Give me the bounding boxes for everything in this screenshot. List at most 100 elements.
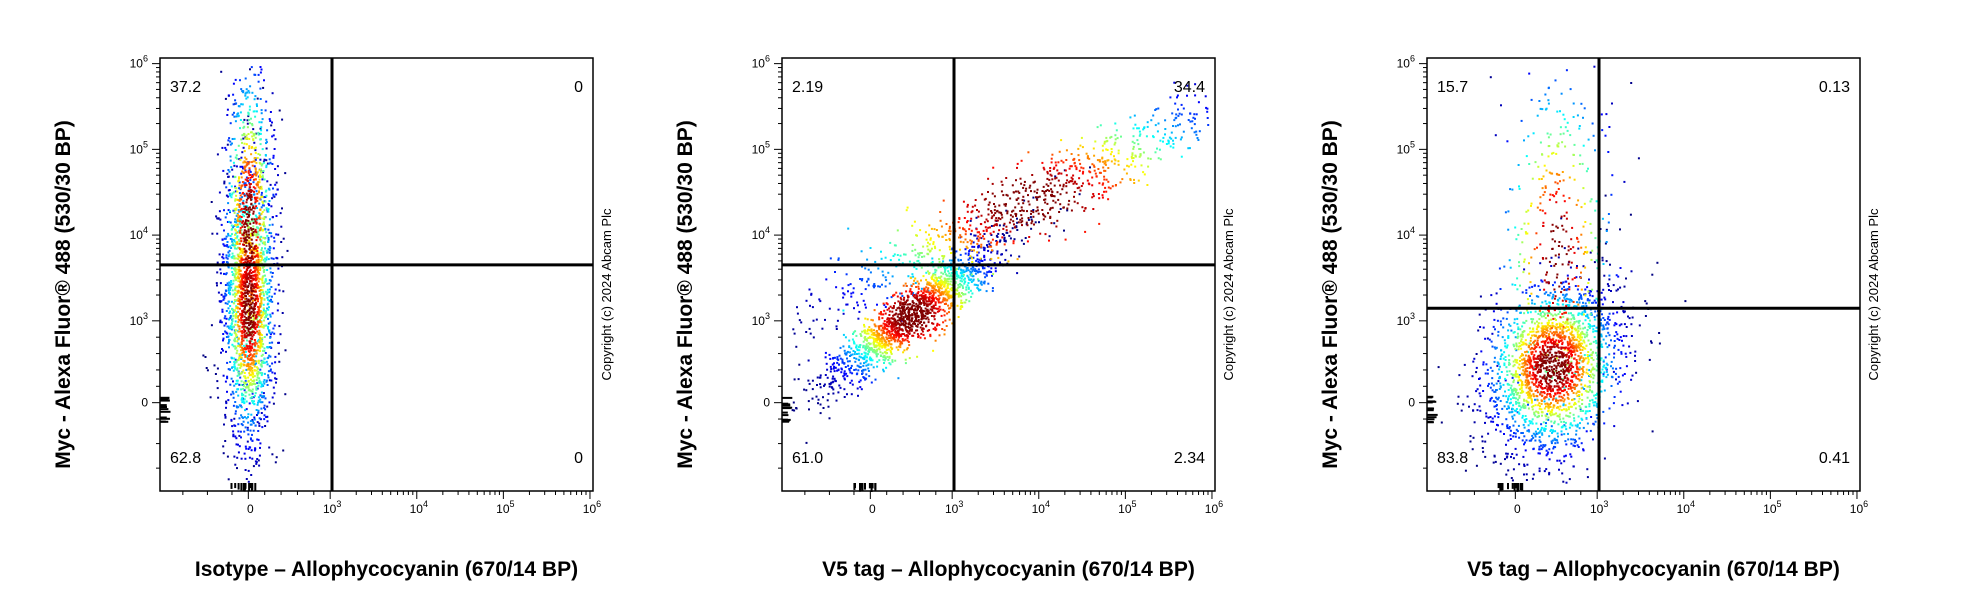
data-point — [229, 245, 232, 248]
data-point — [867, 337, 870, 339]
data-point — [1030, 212, 1032, 215]
data-point — [247, 385, 250, 388]
data-point — [927, 296, 930, 299]
data-point — [1049, 208, 1052, 211]
data-point — [275, 215, 278, 217]
data-point — [1008, 221, 1011, 224]
data-point — [922, 245, 925, 248]
data-point — [833, 365, 836, 368]
data-point — [946, 278, 949, 280]
data-point — [893, 293, 896, 296]
data-point — [913, 322, 916, 325]
data-point — [1053, 195, 1056, 198]
data-point — [969, 255, 972, 258]
data-point — [936, 290, 939, 293]
data-point — [1013, 238, 1016, 241]
data-point — [983, 233, 986, 235]
data-point — [244, 178, 247, 181]
data-point — [234, 289, 237, 292]
data-point — [932, 243, 935, 245]
data-point — [1091, 184, 1094, 187]
data-point — [841, 287, 844, 290]
data-point — [224, 315, 227, 318]
data-point — [247, 321, 250, 324]
data-point — [958, 286, 961, 288]
data-point — [224, 284, 227, 286]
data-point — [275, 381, 277, 384]
data-point — [270, 379, 273, 382]
data-point — [255, 462, 258, 465]
data-point — [1110, 148, 1113, 150]
data-point — [888, 314, 891, 316]
data-point — [226, 282, 229, 285]
data-point — [921, 297, 924, 299]
data-point — [239, 344, 242, 347]
data-point — [230, 196, 233, 199]
data-point — [256, 157, 259, 159]
data-point — [948, 237, 951, 240]
data-point — [266, 291, 269, 294]
data-point — [883, 304, 886, 306]
data-point — [991, 238, 994, 241]
data-point — [888, 340, 891, 343]
data-point — [275, 378, 278, 380]
data-point — [914, 277, 917, 280]
data-point — [251, 338, 254, 341]
data-point — [1114, 138, 1117, 141]
data-point — [1143, 173, 1146, 176]
data-point — [1114, 134, 1117, 137]
data-point — [271, 216, 274, 219]
data-point — [900, 292, 903, 295]
data-point — [800, 321, 803, 324]
data-point — [900, 317, 903, 320]
data-point — [257, 409, 260, 412]
data-point — [240, 156, 243, 159]
data-point — [1097, 193, 1100, 195]
data-point — [962, 227, 964, 230]
data-point — [1092, 208, 1095, 210]
data-point — [1167, 142, 1170, 145]
data-point — [251, 375, 254, 378]
data-point — [247, 112, 250, 115]
data-point — [933, 285, 936, 288]
data-point — [249, 423, 252, 426]
data-point — [1180, 136, 1183, 139]
data-point — [821, 327, 824, 330]
data-point — [271, 371, 274, 374]
data-point — [874, 339, 877, 341]
data-point — [899, 346, 902, 349]
data-point — [839, 386, 842, 389]
data-point — [1051, 153, 1054, 156]
data-point — [226, 114, 229, 116]
data-point — [255, 360, 258, 363]
data-point — [916, 292, 919, 295]
data-point — [1015, 190, 1017, 193]
data-point — [913, 304, 916, 307]
data-point — [250, 218, 253, 221]
data-point — [255, 259, 258, 262]
data-point — [249, 313, 251, 316]
data-point — [235, 346, 238, 349]
data-point — [232, 325, 234, 328]
data-point — [819, 300, 822, 303]
data-point — [228, 189, 231, 191]
data-point — [237, 371, 240, 374]
data-point — [927, 253, 930, 256]
data-point — [873, 329, 875, 332]
data-point — [267, 210, 270, 213]
data-point — [977, 271, 979, 274]
data-point — [1104, 163, 1107, 166]
data-point — [918, 253, 921, 256]
data-point — [281, 312, 284, 314]
data-point — [1152, 114, 1155, 117]
data-point — [258, 464, 261, 467]
data-point — [236, 340, 239, 343]
data-point — [966, 274, 969, 277]
data-point — [939, 301, 942, 304]
data-point — [886, 303, 889, 306]
data-point — [901, 333, 904, 335]
data-point — [866, 347, 869, 350]
data-point — [957, 274, 960, 277]
data-point — [968, 300, 971, 303]
data-point — [1006, 210, 1009, 213]
